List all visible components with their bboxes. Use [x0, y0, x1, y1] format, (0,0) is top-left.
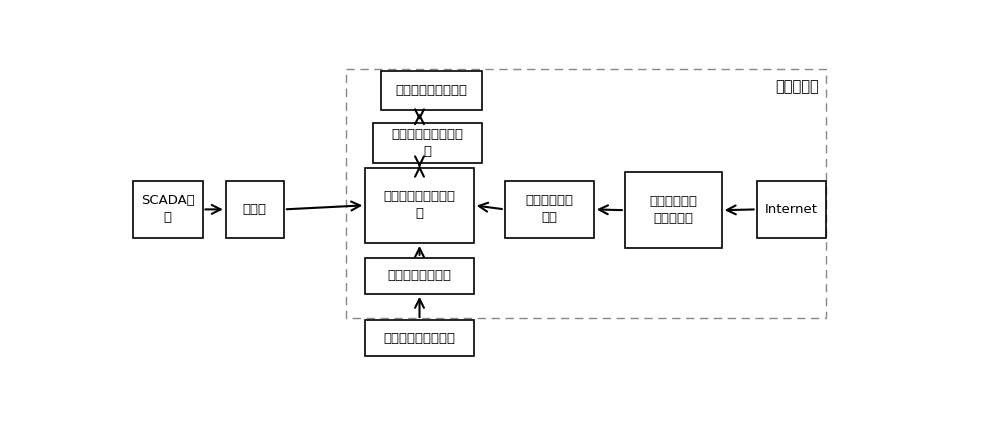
Bar [133, 181, 202, 238]
Text: SCADA系
统: SCADA系 统 [141, 194, 194, 225]
Bar [365, 167, 474, 243]
Text: 防火墙: 防火墙 [243, 203, 267, 216]
Text: 反向物理隔离
装置: 反向物理隔离 装置 [525, 194, 573, 225]
Text: 风电场功率预测系统: 风电场功率预测系统 [384, 331, 456, 345]
Bar [365, 320, 474, 356]
Bar [505, 181, 594, 238]
Bar [625, 173, 722, 248]
Text: Internet: Internet [765, 203, 818, 216]
Bar [757, 181, 826, 238]
Bar [373, 123, 482, 163]
Text: 数值天气预报
下载服务器: 数值天气预报 下载服务器 [649, 195, 697, 225]
Text: 预测系统数据库服务
器: 预测系统数据库服务 器 [391, 128, 463, 158]
Text: 纵向加密认证装置: 纵向加密认证装置 [388, 269, 452, 282]
Text: 功率预测应用服务器: 功率预测应用服务器 [395, 84, 467, 97]
Text: 数据采集与处理服务
器: 数据采集与处理服务 器 [384, 190, 456, 220]
Bar [381, 71, 482, 110]
Bar [365, 258, 474, 294]
Bar [226, 181, 284, 238]
Bar [346, 69, 826, 319]
Text: 调度主站端: 调度主站端 [775, 79, 819, 94]
